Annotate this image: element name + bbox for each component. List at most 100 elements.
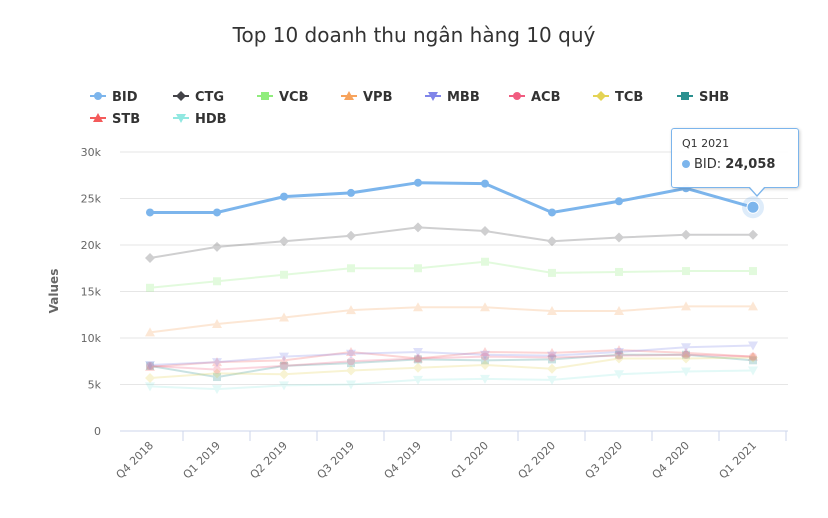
data-point[interactable] <box>748 351 758 361</box>
series-tcb[interactable] <box>145 352 758 383</box>
data-point[interactable] <box>279 236 289 247</box>
series-vcb[interactable] <box>146 257 757 292</box>
data-point[interactable] <box>614 232 624 243</box>
data-point[interactable] <box>682 350 690 359</box>
data-point[interactable] <box>145 372 155 383</box>
series-line[interactable] <box>149 305 753 334</box>
data-point[interactable] <box>280 192 288 201</box>
data-point[interactable] <box>346 380 356 390</box>
data-point[interactable] <box>681 229 691 240</box>
data-point[interactable] <box>213 373 221 382</box>
data-point[interactable] <box>614 370 624 380</box>
data-point[interactable] <box>480 302 490 312</box>
data-point[interactable] <box>614 306 624 316</box>
data-point[interactable] <box>547 347 557 357</box>
data-point[interactable] <box>414 178 422 187</box>
data-point[interactable] <box>280 361 288 370</box>
legend-marker-icon[interactable] <box>681 92 689 100</box>
legend-item-hdb[interactable]: HDB <box>173 112 227 127</box>
data-point[interactable] <box>414 355 422 364</box>
data-point[interactable] <box>280 270 288 279</box>
data-point[interactable] <box>212 385 222 395</box>
data-point[interactable] <box>146 283 154 292</box>
hovered-point[interactable] <box>746 200 760 214</box>
data-point[interactable] <box>280 361 288 370</box>
legend-marker-icon[interactable] <box>176 114 186 123</box>
legend-item-stb[interactable]: STB <box>90 112 140 127</box>
data-point[interactable] <box>279 381 289 391</box>
data-point[interactable] <box>548 353 556 362</box>
data-point[interactable] <box>145 361 155 371</box>
legend-item-tcb[interactable]: TCB <box>593 90 643 105</box>
data-point[interactable] <box>347 359 355 368</box>
data-point[interactable] <box>279 312 289 322</box>
series-line[interactable] <box>150 181 754 215</box>
data-point[interactable] <box>145 327 155 337</box>
data-point[interactable] <box>413 353 423 363</box>
legend-item-shb[interactable]: SHB <box>677 90 729 105</box>
data-point[interactable] <box>346 305 356 315</box>
data-point[interactable] <box>413 302 423 312</box>
data-point[interactable] <box>212 358 222 368</box>
data-point[interactable] <box>213 277 221 286</box>
data-point[interactable] <box>414 264 422 273</box>
legend-item-bid[interactable]: BID <box>90 90 138 105</box>
series-line[interactable] <box>149 353 754 371</box>
data-point[interactable] <box>615 197 623 206</box>
series-line[interactable] <box>149 356 754 379</box>
data-point[interactable] <box>481 356 489 365</box>
legend-marker-icon[interactable] <box>596 91 606 101</box>
data-point[interactable] <box>547 363 557 374</box>
legend-marker-icon[interactable] <box>428 92 438 101</box>
data-point[interactable] <box>615 350 623 359</box>
data-point[interactable] <box>279 369 289 380</box>
series-shb[interactable] <box>146 350 757 382</box>
data-point[interactable] <box>212 357 222 367</box>
data-point[interactable] <box>413 222 423 233</box>
data-point[interactable] <box>481 179 489 188</box>
data-point[interactable] <box>145 253 155 264</box>
data-point[interactable] <box>347 264 355 273</box>
series-line[interactable] <box>149 349 754 368</box>
data-point[interactable] <box>748 341 758 351</box>
data-point[interactable] <box>413 362 423 373</box>
data-point[interactable] <box>146 208 154 217</box>
data-point[interactable] <box>346 349 356 359</box>
data-point[interactable] <box>414 354 422 363</box>
data-point[interactable] <box>681 353 691 364</box>
data-point[interactable] <box>346 365 356 376</box>
legend-item-ctg[interactable]: CTG <box>173 90 224 105</box>
data-point[interactable] <box>480 359 490 370</box>
data-point[interactable] <box>615 267 623 276</box>
data-point[interactable] <box>413 375 423 385</box>
data-point[interactable] <box>681 347 691 357</box>
data-point[interactable] <box>548 268 556 277</box>
data-point[interactable] <box>681 343 691 353</box>
legend-item-vpb[interactable]: VPB <box>341 90 393 105</box>
series-vpb[interactable] <box>145 301 758 337</box>
data-point[interactable] <box>681 367 691 377</box>
legend-marker-icon[interactable] <box>94 92 102 100</box>
series-hdb[interactable] <box>145 366 758 395</box>
data-point[interactable] <box>146 361 154 370</box>
series-stb[interactable] <box>145 345 758 371</box>
series-line[interactable] <box>149 260 753 289</box>
data-point[interactable] <box>749 352 757 361</box>
data-point[interactable] <box>748 366 758 376</box>
data-point[interactable] <box>212 368 222 379</box>
data-point[interactable] <box>749 267 757 276</box>
data-point[interactable] <box>614 347 624 357</box>
data-point[interactable] <box>145 382 155 392</box>
legend-item-vcb[interactable]: VCB <box>257 90 309 105</box>
data-point[interactable] <box>749 356 757 365</box>
series-line[interactable] <box>149 369 754 391</box>
series-line[interactable] <box>149 226 753 260</box>
data-point[interactable] <box>748 229 758 240</box>
series-mbb[interactable] <box>145 341 758 370</box>
data-point[interactable] <box>614 353 624 364</box>
data-point[interactable] <box>213 208 221 217</box>
data-point[interactable] <box>212 319 222 329</box>
data-point[interactable] <box>480 346 490 356</box>
data-point[interactable] <box>413 347 423 357</box>
data-point[interactable] <box>681 301 691 311</box>
